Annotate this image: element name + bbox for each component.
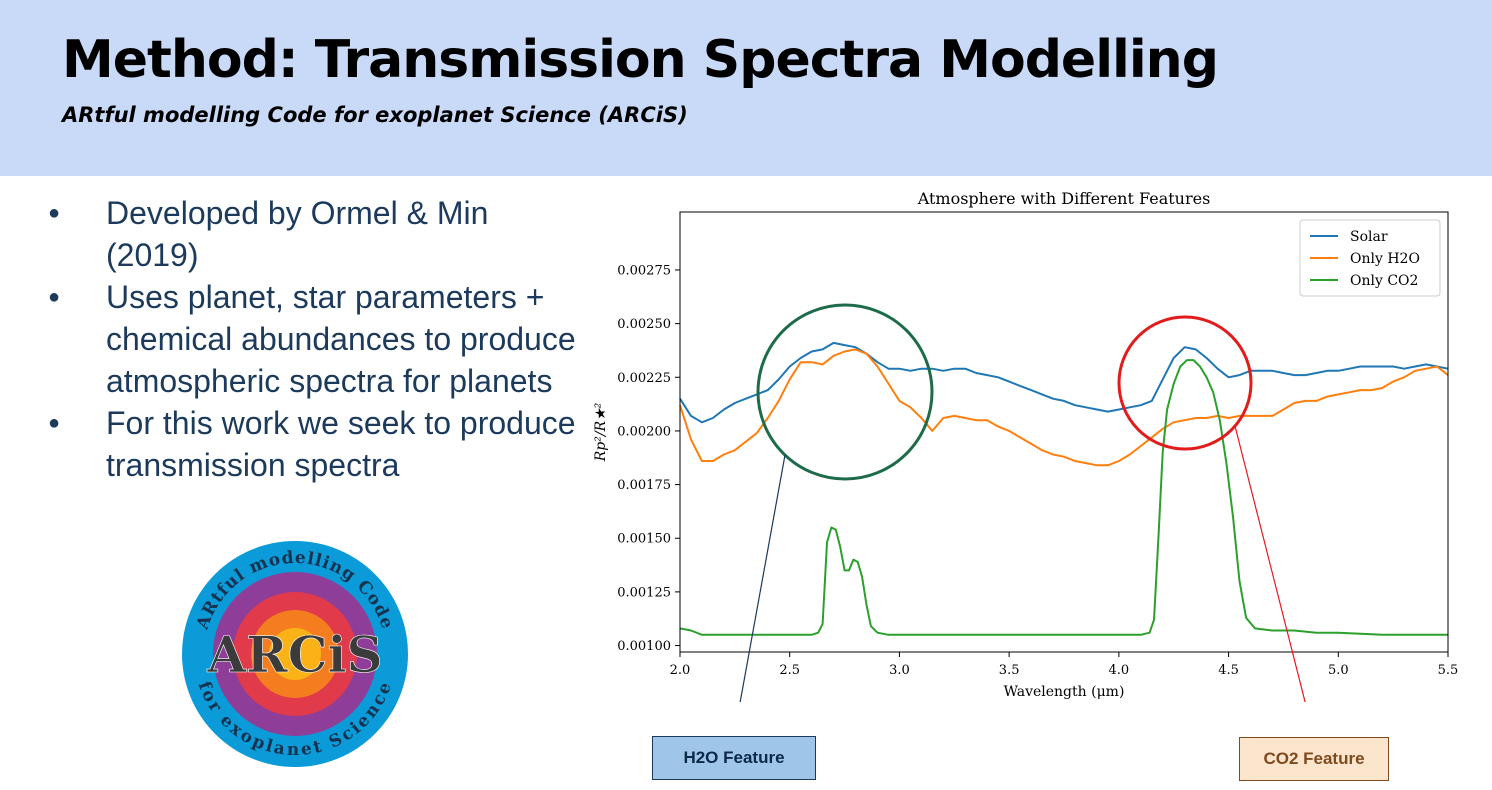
x-tick-label: 3.5 bbox=[999, 663, 1020, 678]
y-tick-label: 0.00125 bbox=[617, 585, 671, 600]
y-tick-label: 0.00100 bbox=[617, 639, 671, 654]
bullet-item: Uses planet, star parameters + chemical … bbox=[48, 276, 588, 402]
co2-feature-callout: CO2 Feature bbox=[1239, 737, 1389, 781]
y-axis-label: Rp²/R★² bbox=[593, 402, 609, 462]
slide-subtitle: ARtful modelling Code for exoplanet Scie… bbox=[62, 103, 688, 127]
x-tick-label: 3.0 bbox=[889, 663, 910, 678]
legend-label: Only CO2 bbox=[1350, 273, 1418, 289]
x-tick-label: 2.0 bbox=[670, 663, 691, 678]
x-tick-label: 5.5 bbox=[1438, 663, 1459, 678]
legend-label: Only H2O bbox=[1350, 251, 1420, 267]
bullet-item: Developed by Ormel & Min (2019) bbox=[48, 192, 588, 276]
spectrum-chart: Atmosphere with Different Features 2.0 2.5… bbox=[593, 189, 1459, 702]
series-line-1 bbox=[679, 348, 1449, 467]
co2-feature-circle bbox=[1117, 315, 1253, 451]
bullet-item: For this work we seek to produce transmi… bbox=[48, 402, 588, 486]
co2-leader-line bbox=[1234, 425, 1306, 702]
y-tick-label: 0.00225 bbox=[617, 371, 671, 386]
chart-title: Atmosphere with Different Features bbox=[917, 189, 1211, 208]
logo-center-text: ARCiS bbox=[206, 625, 382, 684]
y-tick-label: 0.00150 bbox=[617, 532, 671, 547]
arcis-logo: ARtful modelling Code for exoplanet Scie… bbox=[182, 541, 408, 767]
y-tick-label: 0.00275 bbox=[617, 263, 671, 278]
logo-ring-yellow bbox=[269, 628, 321, 680]
legend-label: Solar bbox=[1350, 229, 1388, 245]
series-line-2 bbox=[679, 359, 1448, 636]
h2o-feature-callout: H2O Feature bbox=[652, 736, 816, 780]
y-tick-label: 0.00175 bbox=[617, 478, 671, 493]
y-tick-label: 0.00200 bbox=[617, 424, 671, 439]
slide-title: Method: Transmission Spectra Modelling bbox=[62, 30, 1219, 90]
chart-legend bbox=[1299, 219, 1441, 297]
title-banner bbox=[0, 0, 1492, 176]
x-tick-label: 4.5 bbox=[1218, 663, 1239, 678]
bullet-list: Developed by Ormel & Min (2019) Uses pla… bbox=[48, 192, 588, 486]
x-tick-label: 5.0 bbox=[1328, 663, 1349, 678]
y-tick-label: 0.00250 bbox=[617, 317, 671, 332]
x-tick-label: 4.0 bbox=[1109, 663, 1130, 678]
series-line-0 bbox=[679, 341, 1449, 424]
plot-frame bbox=[679, 211, 1449, 653]
h2o-feature-circle bbox=[756, 303, 934, 481]
x-tick-label: 2.5 bbox=[779, 663, 800, 678]
h2o-leader-line bbox=[739, 454, 786, 702]
x-axis-label: Wavelength (μm) bbox=[1004, 684, 1125, 700]
